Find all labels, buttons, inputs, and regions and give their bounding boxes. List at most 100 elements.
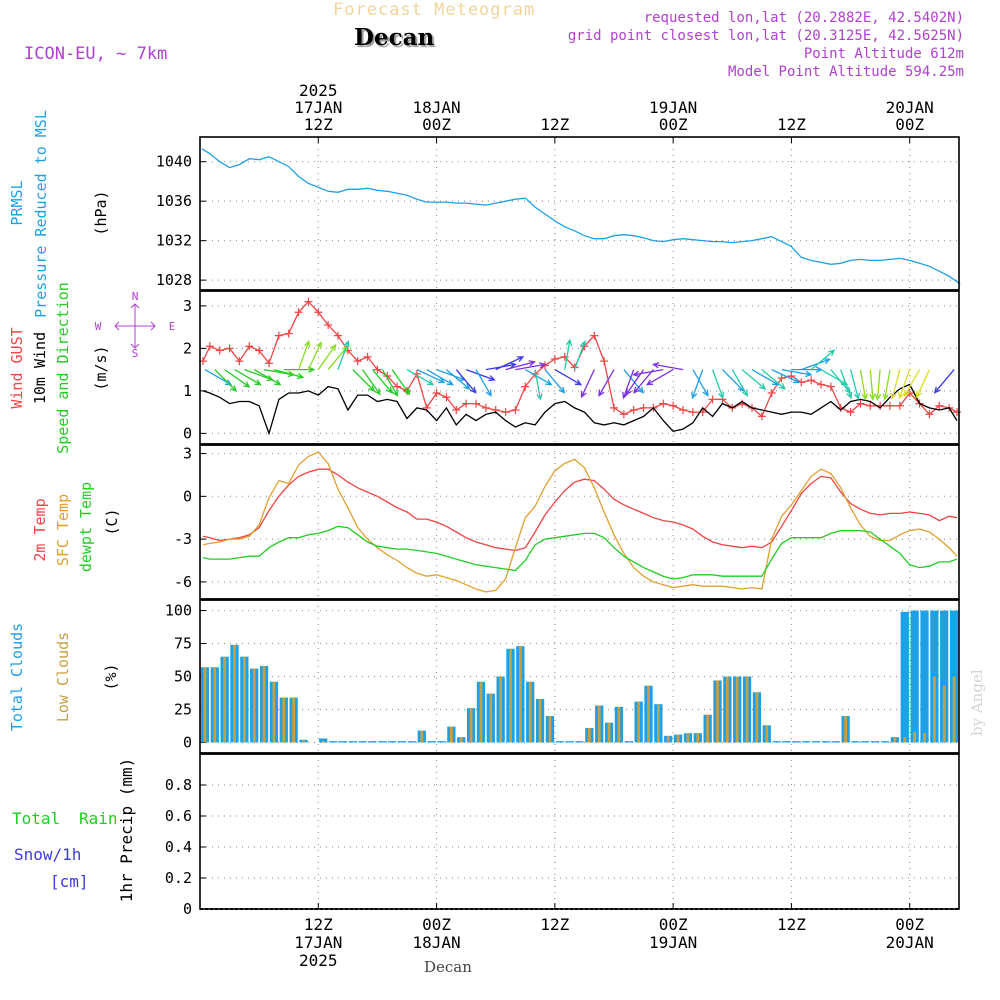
low-cloud-bar xyxy=(538,698,542,743)
panel-frame xyxy=(199,444,960,600)
wind-arrow xyxy=(554,369,583,386)
wind-arrow xyxy=(711,369,725,400)
low-cloud-bar xyxy=(292,697,296,743)
wind-arrow xyxy=(426,369,455,386)
low-cloud-bar xyxy=(272,681,276,743)
gust-marker xyxy=(462,399,471,408)
wind-arrow xyxy=(623,369,645,394)
low-cloud-bar xyxy=(489,693,493,743)
pressure-msl-label: Pressure Reduced to MSL xyxy=(32,110,50,318)
wind-arrow xyxy=(372,369,393,394)
gust-marker xyxy=(353,357,362,366)
bottom-time-label: 19JAN xyxy=(649,933,697,952)
compass-n: N xyxy=(132,290,139,303)
total-cloud-bar xyxy=(940,610,949,743)
low-cloud-bar xyxy=(420,730,424,743)
dewpt-label: dewpt Temp xyxy=(77,482,95,572)
gust-marker xyxy=(501,408,510,417)
total-clouds-label: Total Clouds xyxy=(8,623,26,731)
total-label: Total xyxy=(12,809,60,828)
sfc-temp-line xyxy=(202,451,958,593)
location-title: Decan xyxy=(354,24,435,51)
prmsl-label: PRMSL xyxy=(8,180,26,225)
wind-arrow xyxy=(307,341,322,370)
wind-arrow xyxy=(273,368,305,380)
total-cloud-bar xyxy=(861,741,870,743)
y-tick-label: 0.2 xyxy=(165,869,192,887)
gust-marker xyxy=(432,389,441,397)
gust-marker xyxy=(767,389,776,397)
gust-marker xyxy=(205,342,214,351)
wind-arrow xyxy=(761,369,786,390)
requested-coords: requested lon,lat (20.2882E, 42.5402N) xyxy=(643,10,964,26)
wind-arrow xyxy=(445,369,471,390)
wind-arrow xyxy=(849,369,861,401)
bottom-time-label: 12Z xyxy=(540,915,569,934)
gust-marker xyxy=(245,342,254,351)
total-cloud-bar xyxy=(397,741,407,743)
total-cloud-bar xyxy=(624,741,633,743)
wind-arrow xyxy=(327,345,349,371)
y-tick-label: 1040 xyxy=(156,153,192,171)
gust-marker xyxy=(905,389,914,397)
total-cloud-bar xyxy=(910,610,919,743)
gust-marker xyxy=(363,352,372,361)
total-cloud-bar xyxy=(338,741,348,743)
bottom-time-label: 00Z xyxy=(422,915,451,934)
y-tick-label: 0.8 xyxy=(165,776,192,794)
low-cloud-bar xyxy=(637,701,641,743)
gust-marker xyxy=(472,399,480,408)
low-cloud-bar xyxy=(213,667,217,743)
wind-arrow xyxy=(933,369,955,394)
total-cloud-bar xyxy=(358,741,367,743)
bottom-time-label: 20JAN xyxy=(886,933,934,952)
total-cloud-bar xyxy=(851,741,860,743)
low-cloud-bar xyxy=(844,716,848,743)
wind-arrow xyxy=(352,369,376,392)
y-tick-label: 0 xyxy=(183,900,192,918)
wind-arrow xyxy=(391,369,411,396)
wind-arrow xyxy=(406,369,435,386)
wind-arrow xyxy=(362,369,381,396)
wind-arrow xyxy=(244,368,274,382)
low-cloud-bar xyxy=(597,705,601,743)
total-cloud-bar xyxy=(328,741,338,743)
low-cloud-bar xyxy=(617,706,621,743)
low-cloud-bar xyxy=(479,681,483,743)
compass-arrows xyxy=(114,303,156,349)
gust-marker xyxy=(708,395,717,404)
low-cloud-bar xyxy=(755,692,759,743)
total-cloud-bar xyxy=(782,741,791,743)
low-cloud-bar xyxy=(656,704,660,743)
bottom-time-label: 12Z xyxy=(777,915,806,934)
gust-marker xyxy=(235,357,244,366)
y-tick-label: 0 xyxy=(183,424,192,442)
top-time-label: 20JAN xyxy=(886,98,934,117)
bottom-time-label: 00Z xyxy=(659,915,688,934)
wind-arrow xyxy=(622,369,635,400)
top-time-label: 17JAN xyxy=(294,98,342,117)
compass-e: E xyxy=(169,320,176,333)
low-cloud-bar xyxy=(706,714,710,743)
snow-label: Snow/1h xyxy=(14,845,81,864)
gust-marker xyxy=(570,363,579,372)
gust-marker xyxy=(856,399,865,408)
gust-marker xyxy=(679,406,687,414)
wind-arrow xyxy=(781,368,813,378)
y-tick-label: -3 xyxy=(174,530,192,548)
wind-arrow xyxy=(234,369,262,386)
total-cloud-bar xyxy=(811,741,821,743)
bottom-time-label: 17JAN xyxy=(294,933,342,952)
total-cloud-bar xyxy=(831,741,840,743)
low-cloud-bar xyxy=(893,737,897,743)
low-cloud-bar xyxy=(282,697,286,743)
total-cloud-bar xyxy=(880,741,890,743)
wind-arrow xyxy=(890,369,901,401)
bottom-location: Decan xyxy=(424,958,472,976)
wind-arrow xyxy=(882,369,891,401)
low-cloud-bar xyxy=(242,656,246,743)
low-cloud-bar xyxy=(548,716,552,743)
top-time-label: 12Z xyxy=(777,115,806,134)
gust-marker xyxy=(274,331,283,340)
rain-label: Rain xyxy=(79,809,118,828)
